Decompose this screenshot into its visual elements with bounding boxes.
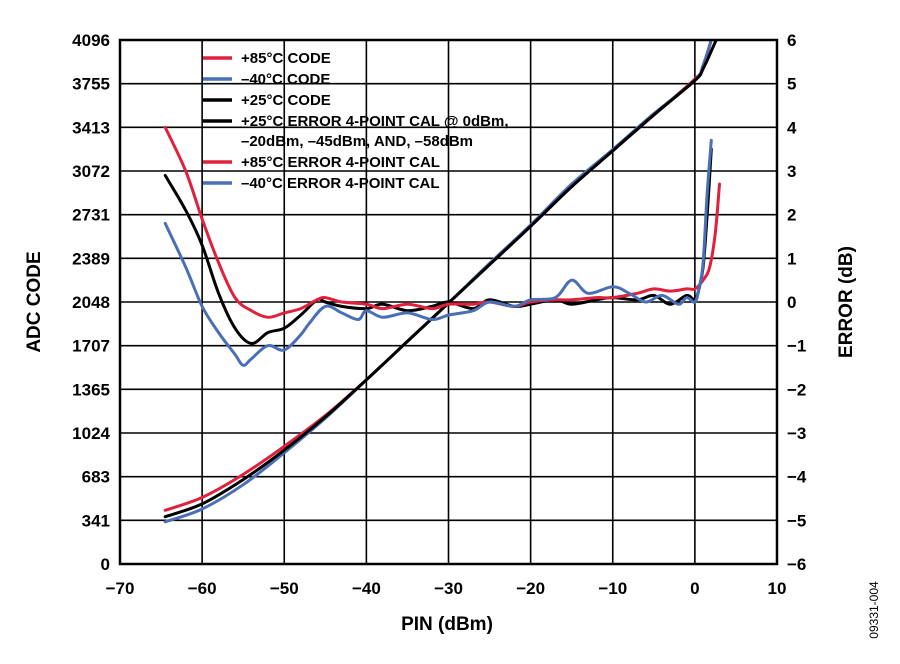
y-right-tick-label: 0 [787, 293, 796, 312]
x-axis-title: PIN (dBm) [401, 614, 493, 635]
y-left-axis-title: ADC CODE [24, 251, 45, 352]
y-left-tick-labels: 0 341 683 1024 1365 1707 2048 2389 2731 3072 3413 3… [72, 31, 110, 574]
x-tick-label: −60 [188, 579, 217, 598]
x-tick-label: −50 [270, 579, 299, 598]
legend-item: +25°C ERROR 4-POINT CAL @ 0dBm, –20dBm, –… [203, 113, 508, 150]
y-right-tick-label: −2 [787, 380, 806, 399]
legend-item: –40°C CODE [203, 71, 330, 88]
series-group [163, 40, 721, 524]
y-right-tick-label: −3 [787, 424, 806, 443]
y-right-tick-label: 5 [787, 75, 796, 94]
series-line-1-85-c-code [163, 40, 713, 512]
y-right-tick-label: −1 [787, 337, 806, 356]
legend-label: +25°C CODE [241, 92, 331, 109]
y-left-tick-label: 1024 [72, 424, 110, 443]
legend-label: –40°C CODE [241, 71, 330, 88]
series-line-4-25-c-error-4-point-cal-0dbm-20 [163, 147, 713, 345]
y-left-tick-label: 1707 [72, 337, 110, 356]
legend-label: +85°C CODE [241, 50, 331, 67]
y-right-tick-label: 4 [787, 118, 797, 137]
y-right-tick-label: 1 [787, 249, 796, 268]
x-tick-label: −10 [598, 579, 627, 598]
y-left-tick-label: 4096 [72, 31, 110, 50]
y-right-tick-label: −5 [787, 511, 806, 530]
x-tick-label: −40 [352, 579, 381, 598]
y-right-tick-label: 6 [787, 31, 796, 50]
y-right-tick-label: 3 [787, 162, 796, 181]
legend-label: +25°C ERROR 4-POINT CAL @ 0dBm, [241, 113, 508, 130]
series-line-6-40-c-error-4-point-cal [163, 138, 713, 367]
y-right-tick-label: −6 [787, 555, 806, 574]
x-tick-label: 0 [690, 579, 699, 598]
y-left-tick-label: 3413 [72, 118, 110, 137]
y-right-axis-title: ERROR (dB) [836, 246, 857, 358]
x-tick-label: −30 [434, 579, 463, 598]
x-tick-label: −20 [516, 579, 545, 598]
legend-item: +85°C CODE [203, 50, 331, 67]
y-left-tick-label: 3755 [72, 75, 110, 94]
y-left-tick-label: 0 [101, 555, 110, 574]
x-tick-label: 10 [768, 579, 787, 598]
legend-item: +25°C CODE [203, 92, 331, 109]
y-left-tick-label: 2731 [72, 206, 110, 225]
y-left-tick-label: 2048 [72, 293, 110, 312]
legend-label-continued: –20dBm, –45dBm, AND, –58dBm [241, 133, 473, 150]
y-right-tick-label: −4 [787, 468, 807, 487]
legend: +85°C CODE –40°C CODE +25°C CODE +25°C ERRO… [203, 50, 508, 192]
x-tick-labels: −70 −60 −50 −40 −30 −20 −10 0 10 [106, 579, 787, 598]
y-right-tick-label: 2 [787, 206, 796, 225]
y-left-tick-label: 3072 [72, 162, 110, 181]
y-right-tick-labels: −6 −5 −4 −3 −2 −1 0 1 2 3 4 5 6 [787, 31, 807, 574]
figure-id: 09331-004 [867, 581, 881, 639]
y-left-tick-label: 1365 [72, 380, 110, 399]
legend-item: –40°C ERROR 4-POINT CAL [203, 175, 440, 192]
x-tick-label: −70 [106, 579, 135, 598]
series-line-5-85-c-error-4-point-cal [163, 125, 721, 319]
plot-frame [118, 38, 779, 566]
legend-label: –40°C ERROR 4-POINT CAL [241, 175, 440, 192]
legend-label: +85°C ERROR 4-POINT CAL [241, 154, 440, 171]
y-left-tick-label: 2389 [72, 249, 110, 268]
legend-item: +85°C ERROR 4-POINT CAL [203, 154, 440, 171]
y-left-tick-label: 683 [82, 468, 110, 487]
series-line-3-25-c-code [163, 40, 718, 519]
y-left-tick-label: 341 [82, 511, 110, 530]
